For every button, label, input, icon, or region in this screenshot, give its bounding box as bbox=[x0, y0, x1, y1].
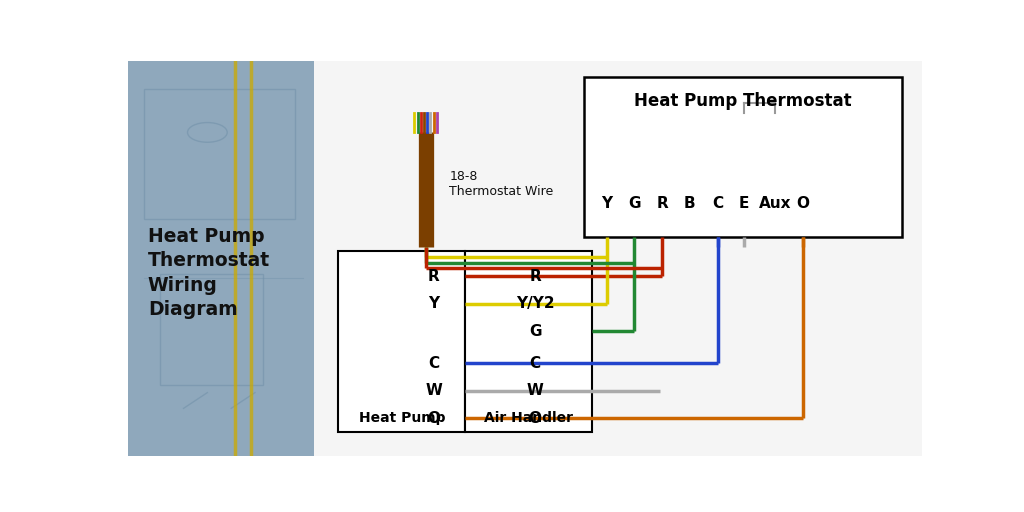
Text: W: W bbox=[526, 383, 544, 398]
Bar bbox=[143, 89, 295, 219]
Text: Heat Pump: Heat Pump bbox=[358, 411, 445, 425]
Text: R: R bbox=[529, 269, 541, 284]
Text: O: O bbox=[796, 196, 809, 211]
Bar bbox=[585, 77, 902, 237]
Text: Air Handler: Air Handler bbox=[484, 411, 573, 425]
Text: G: G bbox=[528, 324, 542, 339]
Text: Y: Y bbox=[428, 296, 439, 311]
Text: C: C bbox=[529, 355, 541, 371]
Text: E: E bbox=[738, 196, 749, 211]
Text: R: R bbox=[428, 269, 439, 284]
Bar bbox=[160, 274, 263, 385]
Text: R: R bbox=[656, 196, 668, 211]
Text: G: G bbox=[628, 196, 641, 211]
Bar bbox=[314, 61, 922, 456]
Text: Y/Y2: Y/Y2 bbox=[516, 296, 554, 311]
Text: Heat Pump
Thermostat
Wiring
Diagram: Heat Pump Thermostat Wiring Diagram bbox=[147, 227, 270, 319]
Text: O: O bbox=[427, 411, 440, 425]
Text: Aux: Aux bbox=[759, 196, 791, 211]
Bar bbox=[338, 251, 465, 432]
Bar bbox=[128, 61, 314, 456]
Text: O: O bbox=[528, 411, 542, 425]
Text: W: W bbox=[425, 383, 442, 398]
Text: C: C bbox=[428, 355, 439, 371]
Text: 18-8
Thermostat Wire: 18-8 Thermostat Wire bbox=[450, 169, 554, 198]
Text: Y: Y bbox=[601, 196, 612, 211]
Text: C: C bbox=[712, 196, 723, 211]
Text: B: B bbox=[684, 196, 695, 211]
Bar bbox=[465, 251, 592, 432]
Text: Heat Pump Thermostat: Heat Pump Thermostat bbox=[634, 92, 852, 110]
